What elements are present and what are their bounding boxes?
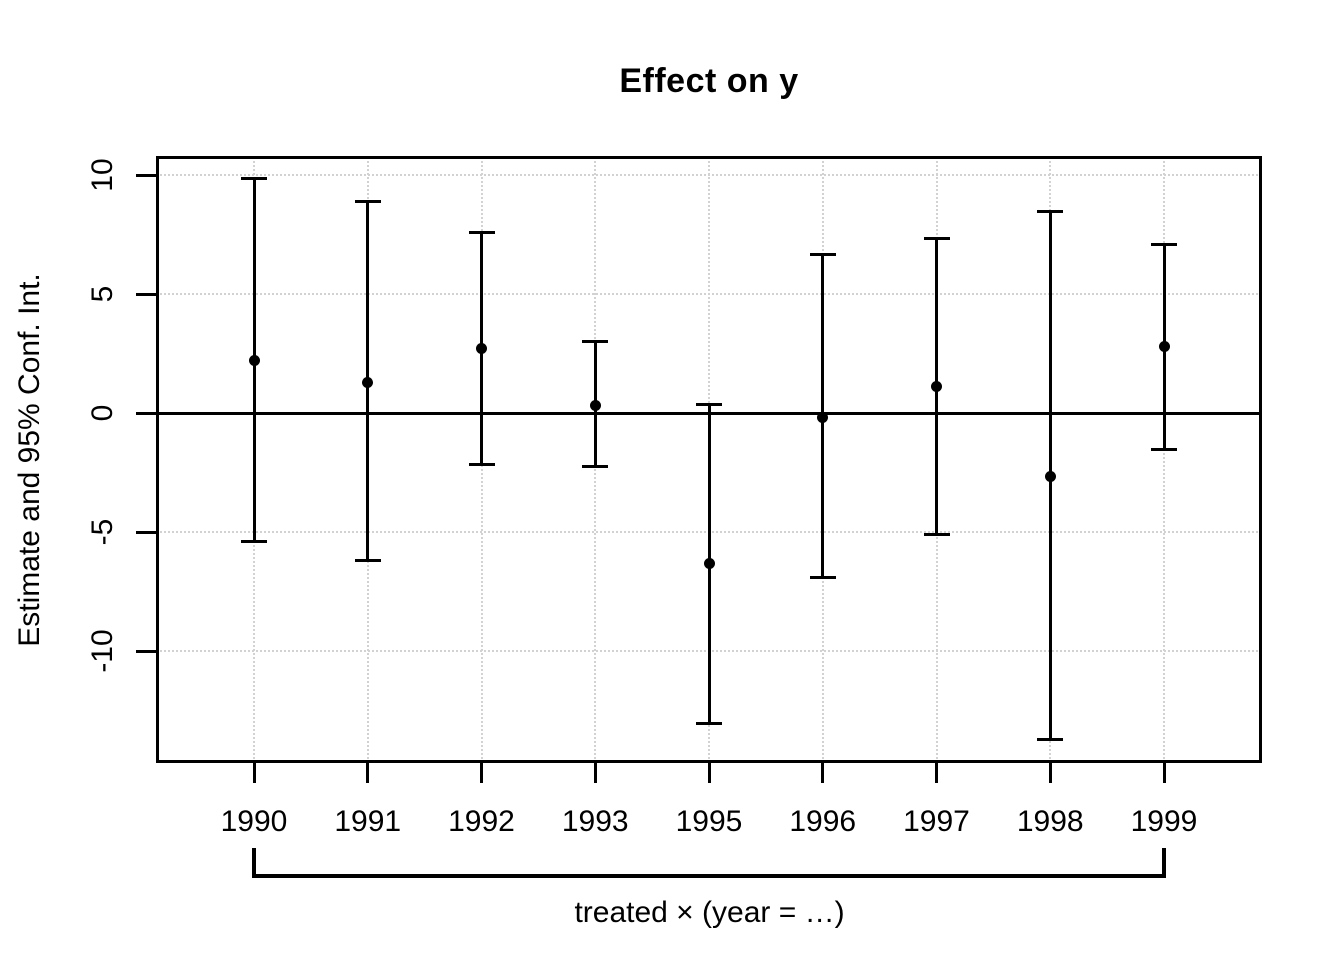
x-axis-tick-1993 (593, 763, 597, 783)
x-axis-tick-1992 (480, 763, 483, 783)
y-axis-tick-label-5: 5 (86, 285, 119, 303)
y-axis-tick-label--5: -5 (86, 518, 119, 546)
x-axis-tick-label-1998: 1998 (1016, 805, 1084, 838)
estimate-point-1997 (931, 381, 942, 393)
x-axis-tick-label-1995: 1995 (675, 805, 743, 838)
x-axis-tick-label-1993: 1993 (561, 805, 629, 838)
x-axis-tick-1997 (935, 763, 938, 783)
error-bar-cap-lower-1995 (696, 722, 722, 726)
x-axis-tick-label-1990: 1990 (220, 805, 288, 838)
error-bar-cap-upper-1998 (1037, 210, 1064, 214)
error-bar-cap-lower-1997 (923, 532, 950, 536)
error-bar-cap-lower-1993 (582, 465, 609, 469)
error-bar-cap-lower-1996 (809, 575, 836, 579)
gridline-horizontal-5 (156, 293, 1262, 296)
x-group-bracket-left-stub (252, 848, 256, 878)
y-axis-tick--5 (136, 530, 156, 534)
x-axis-tick-1996 (821, 763, 825, 783)
error-bar-cap-lower-1999 (1151, 448, 1177, 452)
error-bar-cap-lower-1992 (468, 462, 495, 466)
y-axis-tick--10 (136, 649, 156, 653)
x-axis-bracket-label: treated × (year = …) (574, 896, 845, 929)
error-bar-cap-lower-1991 (354, 559, 381, 563)
x-axis-tick-1990 (252, 763, 256, 783)
y-axis-tick-10 (136, 173, 156, 177)
estimate-point-1990 (248, 355, 260, 367)
error-bar-cap-lower-1998 (1037, 737, 1064, 741)
estimate-point-1996 (817, 412, 829, 424)
error-bar-cap-upper-1999 (1151, 242, 1177, 246)
estimate-point-1995 (703, 557, 715, 569)
x-axis-tick-1991 (366, 763, 370, 783)
x-axis-tick-1995 (707, 763, 711, 783)
x-group-bracket-bar (252, 874, 1166, 878)
gridline-vertical-1999 (1163, 156, 1165, 763)
estimate-point-1998 (1044, 470, 1056, 482)
y-axis-tick-label-10: 10 (86, 158, 119, 192)
y-axis-tick-label-0: 0 (86, 404, 119, 422)
estimate-point-1992 (476, 343, 487, 355)
plot-title: Effect on y (619, 62, 799, 100)
estimate-point-1999 (1158, 340, 1170, 352)
error-bar-cap-lower-1990 (241, 540, 267, 544)
error-bar-cap-upper-1990 (241, 177, 267, 181)
x-axis-tick-label-1996: 1996 (789, 805, 857, 838)
error-bar-cap-upper-1997 (923, 236, 950, 240)
error-bar-cap-upper-1993 (582, 340, 609, 344)
y-axis-tick-label--10: -10 (86, 629, 119, 673)
y-axis-tick-5 (136, 292, 156, 296)
error-bar-cap-upper-1996 (809, 253, 836, 257)
x-axis-tick-1998 (1048, 763, 1052, 783)
error-bar-cap-upper-1991 (354, 199, 381, 203)
gridline-horizontal-10 (156, 174, 1262, 177)
error-bar-cap-upper-1992 (468, 230, 495, 234)
error-bar-cap-upper-1995 (696, 403, 722, 407)
x-axis-tick-label-1992: 1992 (448, 805, 515, 838)
estimate-point-1991 (362, 376, 374, 388)
x-axis-tick-label-1999: 1999 (1130, 805, 1198, 838)
x-axis-tick-1999 (1162, 763, 1166, 783)
x-group-bracket-right-stub (1162, 848, 1166, 878)
x-axis-tick-label-1991: 1991 (334, 805, 402, 838)
y-axis-tick-0 (136, 411, 156, 415)
x-axis-tick-label-1997: 1997 (903, 805, 970, 838)
estimate-point-1993 (589, 400, 601, 412)
